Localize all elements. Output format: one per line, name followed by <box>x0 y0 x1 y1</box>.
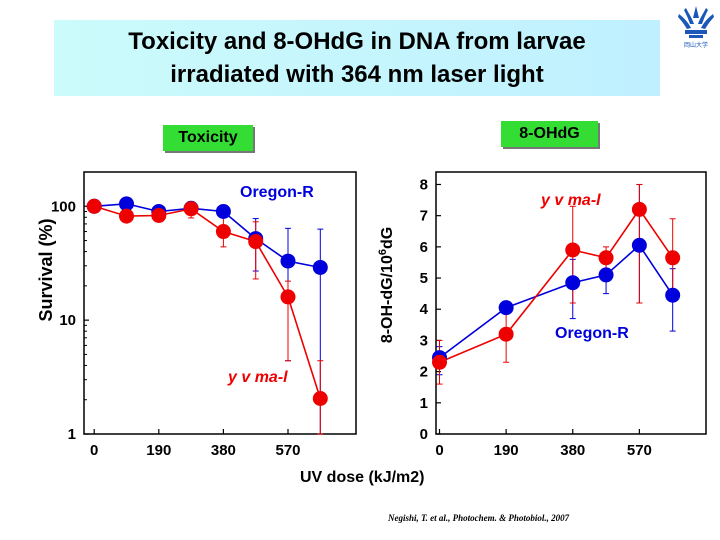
ohdg-yvma-point <box>665 250 681 266</box>
tox-yvma-point <box>119 208 134 224</box>
tox-x-tick-label: 0 <box>90 442 98 459</box>
ohdg-yvma-point <box>598 250 614 266</box>
tox-yvma-point <box>183 201 199 217</box>
ohdg-oregon-point <box>598 267 614 283</box>
ohdg-annotation-yvma: y v ma-l <box>540 192 601 209</box>
ohdg-yvma-point <box>432 354 448 370</box>
title-line-2: irradiated with 364 nm laser light <box>170 61 544 88</box>
ohdg-oregon-point <box>565 275 581 291</box>
ohdg-y-tick-label: 2 <box>420 364 428 381</box>
tox-x-tick-label: 570 <box>275 442 300 459</box>
ohdg-y-tick-label: 0 <box>420 426 428 443</box>
ohdg-yvma-line <box>439 208 674 363</box>
tox-y-tick-label: 100 <box>51 198 76 215</box>
tox-plot-frame <box>83 171 357 435</box>
logo-text: 岡山大学 <box>684 41 708 49</box>
ohdg-oregon-point <box>665 287 681 303</box>
ohdg-y-tick-label: 5 <box>420 270 428 287</box>
tox-x-tick-label: 190 <box>146 442 171 459</box>
ohdg-x-tick-label: 380 <box>560 442 585 459</box>
ohdg-y-tick-label: 1 <box>420 395 428 412</box>
ohdg-yvma-point <box>631 201 647 217</box>
ohdg-label: 8-OHdG <box>501 121 598 147</box>
tox-yvma-point <box>312 391 328 407</box>
ohdg-y-tick-label: 3 <box>420 332 428 349</box>
x-axis-label: UV dose (kJ/m2) <box>300 469 425 486</box>
ohdg-y-tick-label: 6 <box>420 239 428 256</box>
toxicity-label: Toxicity <box>163 125 253 151</box>
citation: Negishi, T. et al., Photochem. & Photobi… <box>388 513 570 523</box>
tox-y-axis-label: Survival (%) <box>36 218 56 321</box>
tox-yvma-point <box>86 198 102 214</box>
tox-y-tick-label: 10 <box>59 312 76 329</box>
ohdg-y-tick-label: 8 <box>420 176 428 193</box>
tox-oregon-point <box>280 253 296 269</box>
tox-y-tick-label: 1 <box>68 426 76 443</box>
ohdg-y-axis-label: 8-OH-dG/106dG <box>377 227 396 343</box>
university-emblem-icon: 岡山大学 <box>678 6 714 49</box>
tox-oregon-point <box>119 196 134 212</box>
ohdg-x-tick-label: 190 <box>494 442 519 459</box>
ohdg-y-tick-label: 4 <box>420 301 429 318</box>
ohdg-yvma-point <box>565 242 581 258</box>
tox-yvma-point <box>215 224 231 240</box>
ohdg-annotation-oregon: Oregon-R <box>555 325 629 342</box>
tox-annotation-oregon: Oregon-R <box>240 184 314 201</box>
title-banner: Toxicity and 8-OHdG in DNA from larvae i… <box>54 20 660 96</box>
tox-yvma-point <box>151 207 167 223</box>
tox-x-tick-label: 380 <box>211 442 236 459</box>
tox-oregon-point <box>215 203 231 219</box>
title-line-1: Toxicity and 8-OHdG in DNA from larvae <box>128 28 586 55</box>
ohdg-yvma-point <box>498 326 514 342</box>
tox-yvma-point <box>248 234 264 250</box>
ohdg-oregon-point <box>631 237 647 253</box>
ohdg-y-tick-label: 7 <box>420 208 428 225</box>
tox-oregon-point <box>312 259 328 275</box>
ohdg-oregon-point <box>498 300 514 316</box>
ohdg-x-tick-label: 570 <box>627 442 652 459</box>
tox-yvma-point <box>280 289 296 305</box>
tox-annotation-yvma: y v ma-l <box>227 369 288 386</box>
ohdg-plot-frame <box>435 171 707 435</box>
ohdg-x-tick-label: 0 <box>435 442 443 459</box>
ohdg-oregon-line <box>439 244 674 359</box>
